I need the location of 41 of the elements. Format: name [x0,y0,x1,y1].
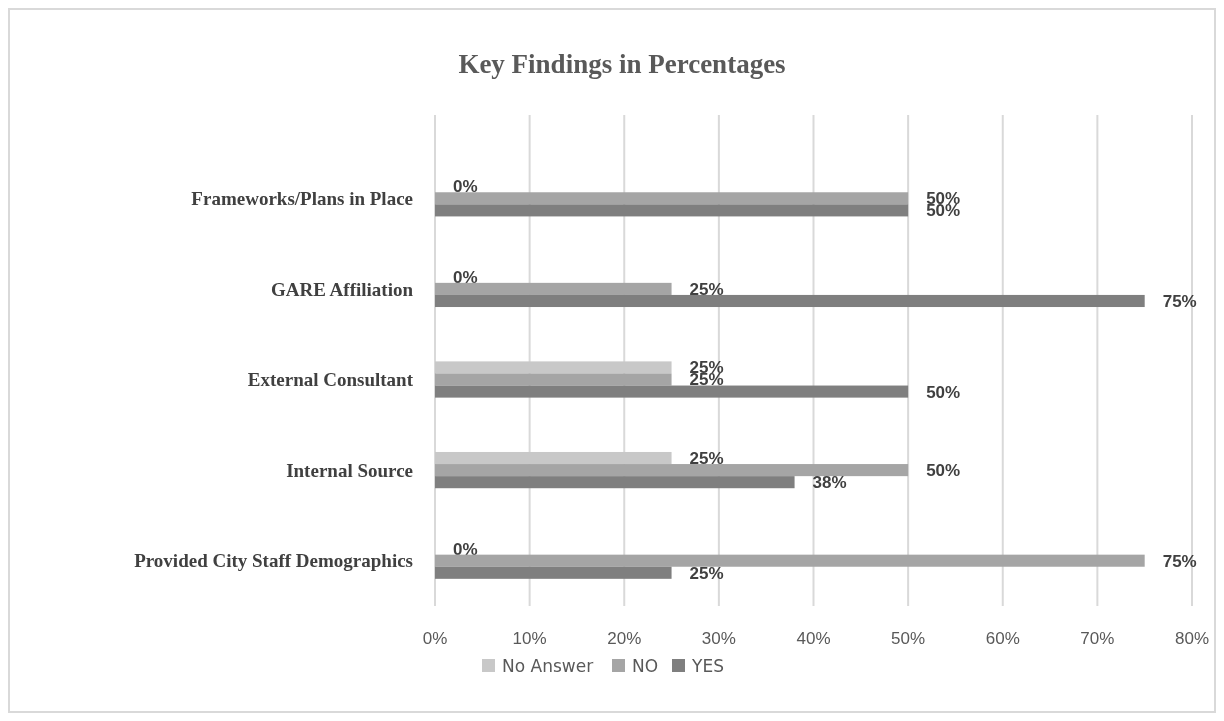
data-label: 75% [1162,291,1197,311]
x-tick-label: 0% [422,629,448,648]
y-tick-label: Frameworks/Plans in Place [191,187,413,209]
y-tick-label: Provided City Staff Demographics [134,550,413,572]
x-tick-label: 10% [512,629,547,648]
bar [435,204,909,217]
bar [435,373,672,386]
data-label: 38% [812,473,847,493]
bar [435,464,909,477]
bar [435,385,909,398]
data-label: 25% [689,279,724,299]
data-label: 25% [689,563,724,583]
x-tick-label: 60% [985,629,1020,648]
data-label: 0% [453,177,478,197]
bar [435,554,1145,567]
data-label: 75% [1162,551,1197,571]
data-label: 25% [689,448,724,468]
data-label: 0% [453,539,478,559]
bar [435,294,1145,308]
bar [435,476,795,489]
chart-title: Key Findings in Percentages [458,49,786,79]
data-label: 50% [926,461,961,481]
x-tick-label: 70% [1080,629,1115,648]
legend-label: NO [632,655,659,676]
y-tick-label: GARE Affiliation [271,278,414,300]
y-tick-label: Internal Source [286,459,413,481]
legend-label: YES [691,655,724,676]
x-tick-label: 80% [1174,629,1210,648]
x-tick-label: 30% [701,629,736,648]
bar [435,566,672,579]
data-label: 50% [926,382,961,402]
y-tick-label: External Consultant [247,369,414,391]
bar [435,451,672,465]
bar [435,282,672,295]
bar [435,192,909,205]
data-label: 0% [453,267,478,287]
bar [435,361,672,374]
x-tick-label: 40% [796,629,831,648]
legend-label: No Answer [502,655,594,676]
x-tick-label: 20% [607,629,642,648]
x-tick-label: 50% [891,629,926,648]
